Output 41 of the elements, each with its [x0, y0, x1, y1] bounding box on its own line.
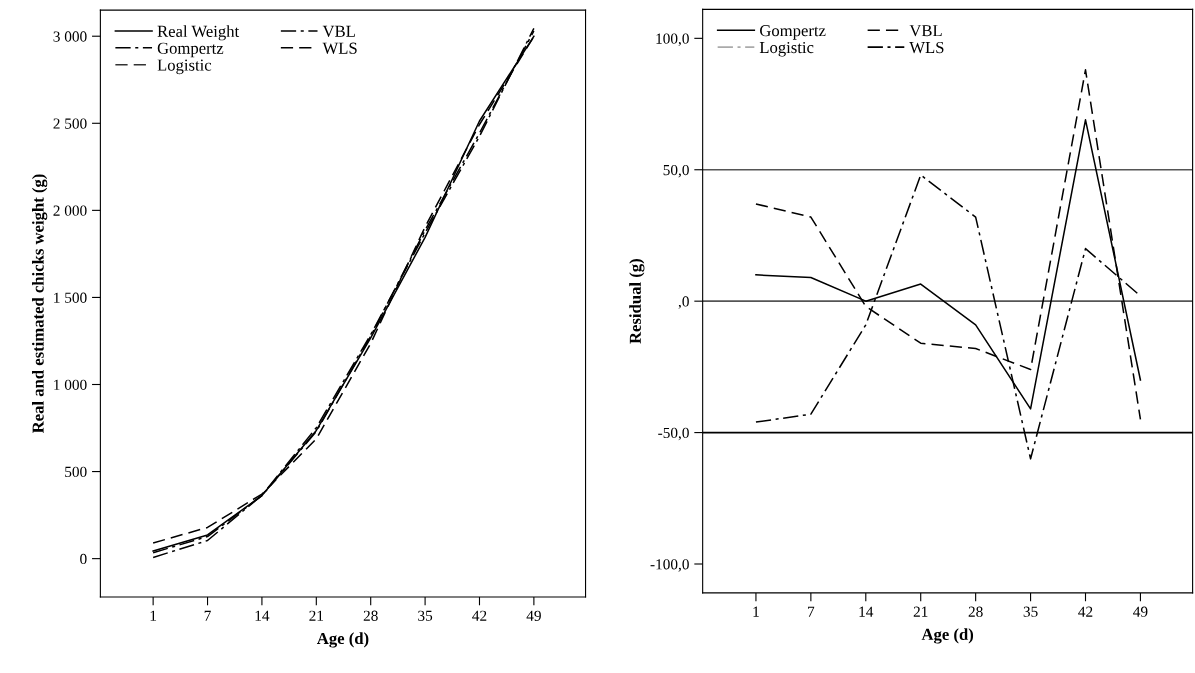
- x-tick-label: 1: [150, 610, 157, 621]
- x-tick-label: 21: [309, 610, 324, 621]
- y-tick-label: 100,0: [656, 33, 689, 46]
- y-tick-label: 3 000: [53, 31, 87, 42]
- y-tick-label: -100,0: [650, 559, 689, 572]
- y-tick-label: ,0: [678, 296, 689, 309]
- y-tick-label: 50,0: [663, 164, 689, 178]
- y-tick-label: 2 000: [53, 205, 87, 216]
- legend-label: Logistic: [759, 41, 814, 57]
- legend-label: Real Weight: [157, 25, 240, 41]
- x-tick-label: 28: [363, 610, 378, 621]
- legend-label: WLS: [322, 42, 357, 54]
- x-tick-label: 49: [526, 610, 541, 621]
- x-tick-label: 42: [472, 610, 487, 621]
- y-tick-label: 0: [80, 553, 87, 565]
- y-tick-label: 500: [65, 466, 87, 478]
- x-tick-label: 14: [859, 606, 874, 617]
- x-axis-title: Age (d): [921, 628, 974, 644]
- x-tick-label: 21: [913, 606, 928, 617]
- y-tick-label: 1 000: [54, 379, 87, 390]
- y-axis-title: Residual (g): [629, 259, 645, 344]
- legend-label: Gompertz: [157, 42, 224, 58]
- y-tick-label: 2 500: [53, 118, 87, 129]
- x-tick-label: 35: [1023, 606, 1038, 617]
- y-tick-label: -50,0: [658, 427, 689, 441]
- legend-label: VBL: [322, 25, 355, 38]
- x-tick-label: 35: [418, 610, 433, 621]
- x-tick-label: 1: [753, 606, 759, 617]
- legend-label: WLS: [909, 41, 944, 54]
- x-tick-label: 28: [968, 606, 983, 617]
- legend-label: Logistic: [157, 59, 212, 75]
- x-tick-label: 7: [808, 606, 815, 617]
- x-tick-label: 14: [255, 610, 270, 621]
- x-tick-label: 49: [1133, 606, 1148, 617]
- x-axis-title: Age (d): [316, 632, 369, 648]
- y-axis-title: Real and estimated chicks weight (g): [32, 174, 48, 434]
- legend-label: VBL: [909, 25, 942, 37]
- x-tick-label: 7: [204, 610, 211, 621]
- x-tick-label: 42: [1078, 606, 1093, 617]
- y-tick-label: 1 500: [54, 292, 87, 303]
- legend-label: Gompertz: [760, 25, 826, 40]
